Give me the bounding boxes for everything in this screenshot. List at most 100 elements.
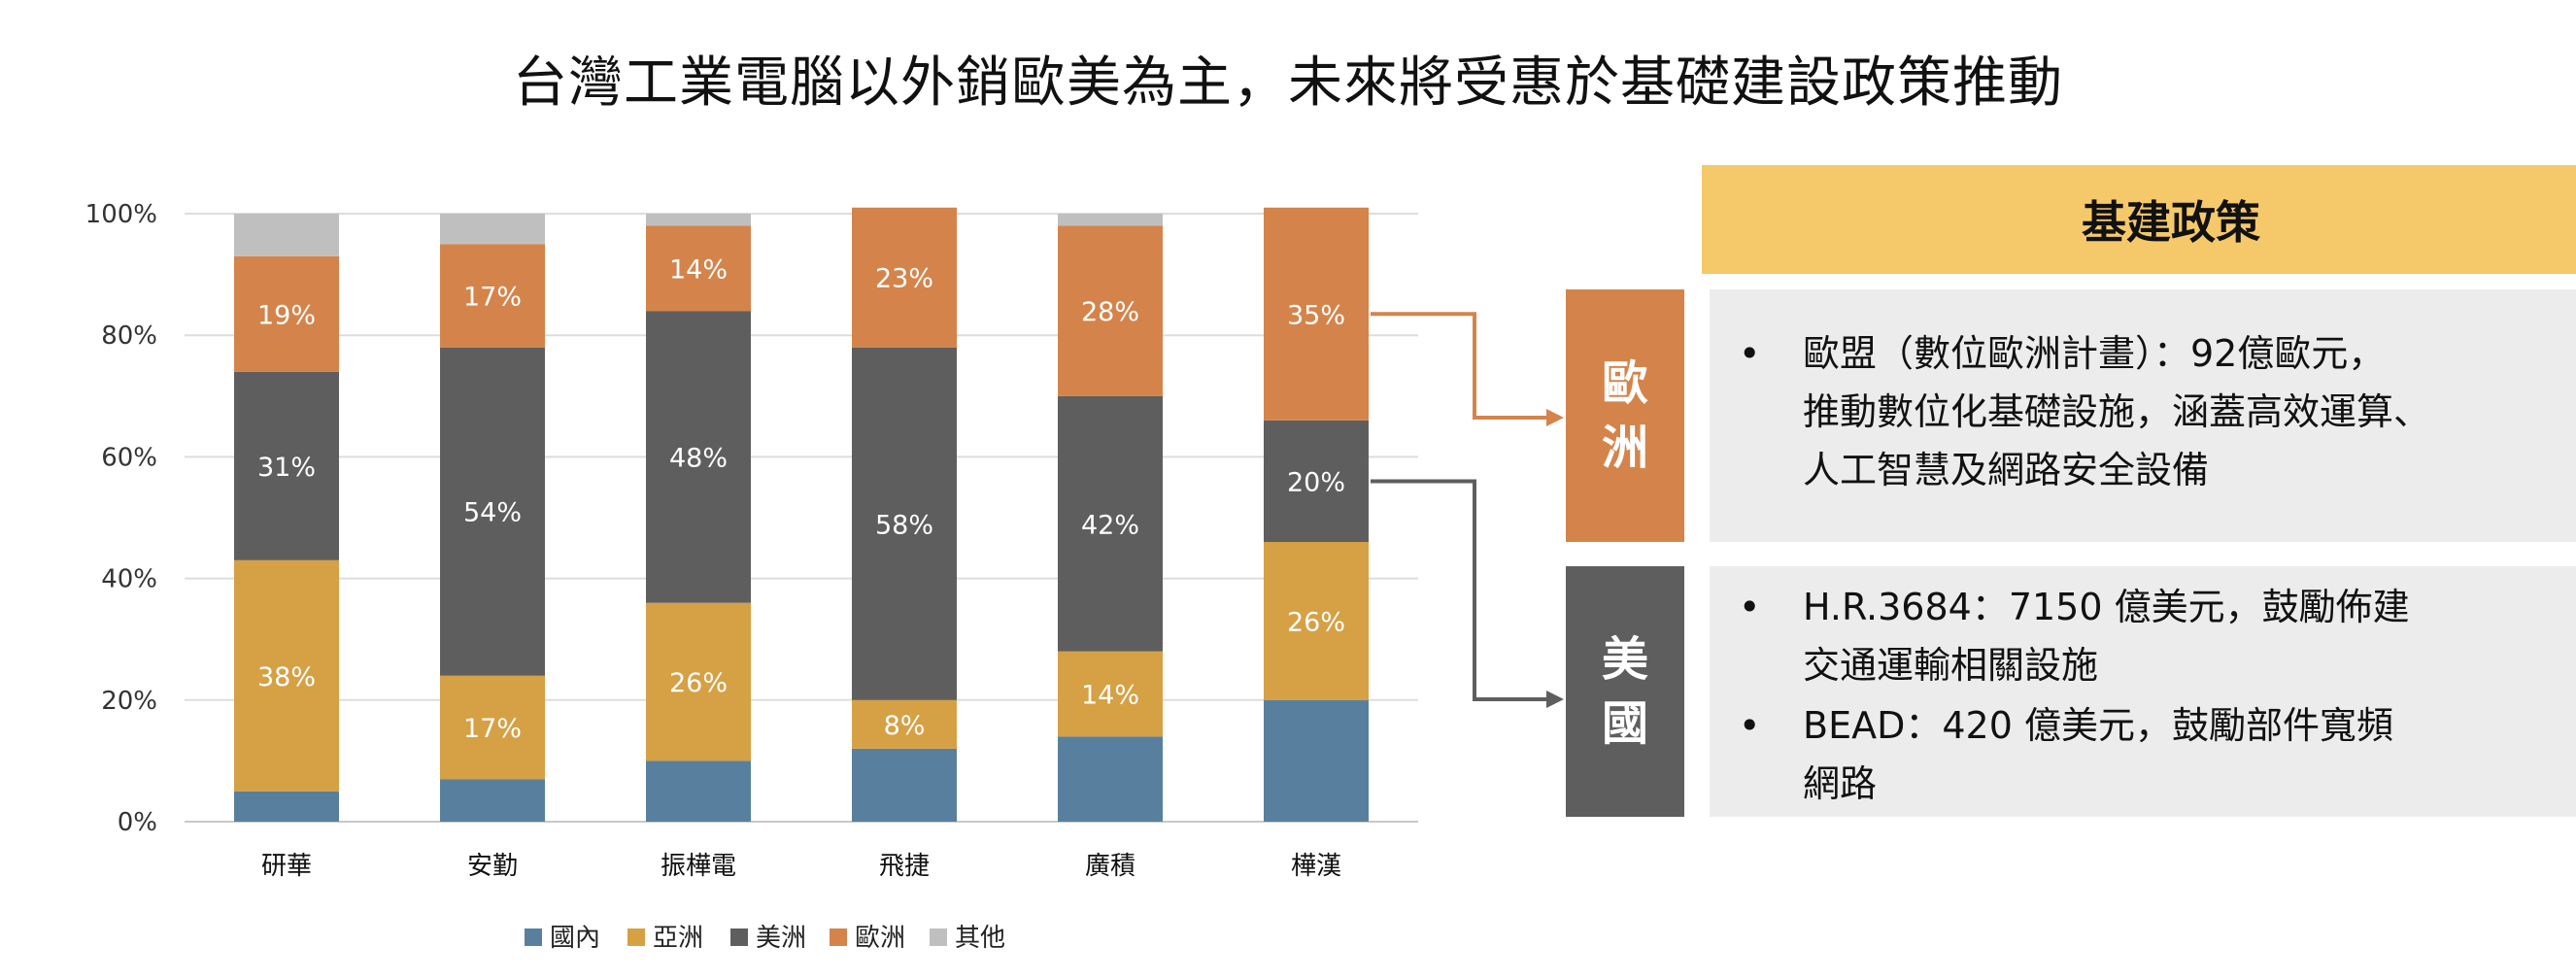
x-category-label: 飛捷 <box>879 852 930 881</box>
data-label: 58% <box>875 510 933 540</box>
legend-label: 美洲 <box>756 924 806 953</box>
legend-swatch <box>730 928 748 946</box>
bar-segment <box>646 602 751 761</box>
data-label: 26% <box>669 668 728 698</box>
bar-segment <box>1264 699 1369 822</box>
bar-segment <box>852 699 957 749</box>
bar-segment <box>646 760 751 822</box>
data-label: 26% <box>1287 607 1345 637</box>
data-label: 54% <box>463 498 522 528</box>
bar-segment <box>440 347 545 676</box>
legend-label: 其他 <box>955 924 1005 953</box>
policy-us-item-2-line-1: BEAD：420 億美元，鼓勵部件寬頻 <box>1803 704 2393 747</box>
bar-segment <box>852 748 957 822</box>
connector-line <box>1371 479 1548 701</box>
bar-segment <box>1058 395 1163 652</box>
arrow-head-icon <box>1546 691 1564 708</box>
region-europe-char-2: 洲 <box>1601 421 1648 475</box>
region-us-char-1: 美 <box>1601 632 1648 687</box>
policy-us-item-2-line-2: 網路 <box>1803 762 1878 805</box>
bars <box>234 207 1369 822</box>
y-tick-label: 0% <box>118 808 157 837</box>
region-us-label: 美 國 <box>1566 566 1684 817</box>
legend-swatch <box>627 928 645 946</box>
data-label: 31% <box>257 453 316 483</box>
x-category-label: 樺漢 <box>1291 852 1341 881</box>
data-label: 20% <box>1287 467 1345 497</box>
bar-segment <box>440 779 545 822</box>
bar-segment <box>1058 651 1163 737</box>
bar-segment <box>234 791 339 822</box>
y-tick-label: 60% <box>101 443 157 472</box>
policy-us-box: • H.R.3684：7150 億美元，鼓勵佈建 交通運輸相關設施 • BEAD… <box>1710 566 2576 817</box>
policy-us-item: • H.R.3684：7150 億美元，鼓勵佈建 交通運輸相關設施 <box>1729 578 2576 694</box>
data-labels: 38% 31% 19% 17% 54% 17% 26% 48% 14% 8% 58% 23% 14% 42… <box>257 254 1345 744</box>
region-europe-char-1: 歐 <box>1601 356 1648 411</box>
data-label: 28% <box>1081 297 1139 327</box>
bar-segment <box>1264 207 1369 421</box>
policy-europe-item-1-line-3: 人工智慧及網路安全設備 <box>1803 449 2210 491</box>
policy-us-item-1-line-2: 交通運輸相關設施 <box>1803 644 2099 687</box>
policy-europe-item: • 歐盟（數位歐洲計畫）：92億歐元， 推動數位化基礎設施，涵蓋高效運算、 人工… <box>1729 324 2576 499</box>
x-category-label: 廣積 <box>1085 852 1135 881</box>
y-tick-label: 100% <box>85 200 157 229</box>
bar-segment <box>852 347 957 700</box>
bar-segment <box>1058 736 1163 822</box>
arrow-head-icon <box>1546 409 1564 426</box>
data-label: 19% <box>257 300 316 330</box>
connector-line <box>1371 312 1548 420</box>
legend-label: 亞洲 <box>653 924 703 953</box>
bar-segment <box>1058 225 1163 396</box>
chart-title: 台灣工業電腦以外銷歐美為主，未來將受惠於基礎建設政策推動 <box>513 51 2063 115</box>
x-axis-categories: 研華 安勤 振樺電 飛捷 廣積 樺漢 <box>261 852 1341 881</box>
bullet-icon: • <box>1739 586 1761 628</box>
x-category-label: 研華 <box>261 852 312 881</box>
legend-label: 國內 <box>550 924 600 953</box>
y-tick-label: 40% <box>101 565 157 594</box>
data-label: 17% <box>463 714 522 744</box>
bar-segment <box>440 675 545 780</box>
bar-segment <box>234 371 339 560</box>
legend-swatch <box>525 928 542 946</box>
bar-segment <box>646 225 751 312</box>
policy-header: 基建政策 <box>1702 165 2576 274</box>
bar-segment <box>646 311 751 603</box>
bar-segment <box>440 244 545 348</box>
bar-segment <box>234 214 339 256</box>
data-label: 14% <box>669 254 728 285</box>
bar-segment <box>234 559 339 792</box>
bullet-icon: • <box>1739 332 1761 375</box>
region-us-char-2: 國 <box>1601 696 1648 751</box>
data-label: 38% <box>257 662 316 692</box>
data-label: 48% <box>669 443 728 473</box>
data-label: 14% <box>1081 681 1139 711</box>
data-label: 35% <box>1287 300 1345 330</box>
y-tick-label: 80% <box>101 321 157 351</box>
bar-segment <box>1264 542 1369 700</box>
bar-segment <box>234 255 339 372</box>
y-axis-ticks: 0% 20% 40% 60% 80% 100% <box>85 200 157 837</box>
region-europe-label: 歐 洲 <box>1566 289 1684 542</box>
legend-swatch <box>830 928 847 946</box>
policy-us-item-1-line-1: H.R.3684：7150 億美元，鼓勵佈建 <box>1803 586 2410 628</box>
bar-segment <box>1264 420 1369 543</box>
bar-segment <box>852 207 957 348</box>
data-label: 23% <box>875 264 933 294</box>
policy-us-item: • BEAD：420 億美元，鼓勵部件寬頻 網路 <box>1729 696 2576 813</box>
data-label: 42% <box>1081 510 1139 540</box>
bar-segment <box>440 214 545 245</box>
data-label: 8% <box>884 711 926 741</box>
bullet-icon: • <box>1739 704 1761 747</box>
x-category-label: 安勤 <box>467 852 518 881</box>
connector-arrows <box>1371 312 1564 708</box>
legend-swatch <box>930 928 947 946</box>
bar-segment <box>1058 214 1163 226</box>
x-category-label: 振樺電 <box>661 852 736 881</box>
policy-europe-item-1-line-1: 歐盟（數位歐洲計畫）：92億歐元， <box>1803 332 2386 375</box>
bar-segment <box>646 214 751 226</box>
legend: 國內 亞洲 美洲 歐洲 其他 <box>525 924 1005 953</box>
data-label: 17% <box>463 283 522 313</box>
gridlines <box>185 213 1418 823</box>
policy-europe-item-1-line-2: 推動數位化基礎設施，涵蓋高效運算、 <box>1803 390 2431 433</box>
